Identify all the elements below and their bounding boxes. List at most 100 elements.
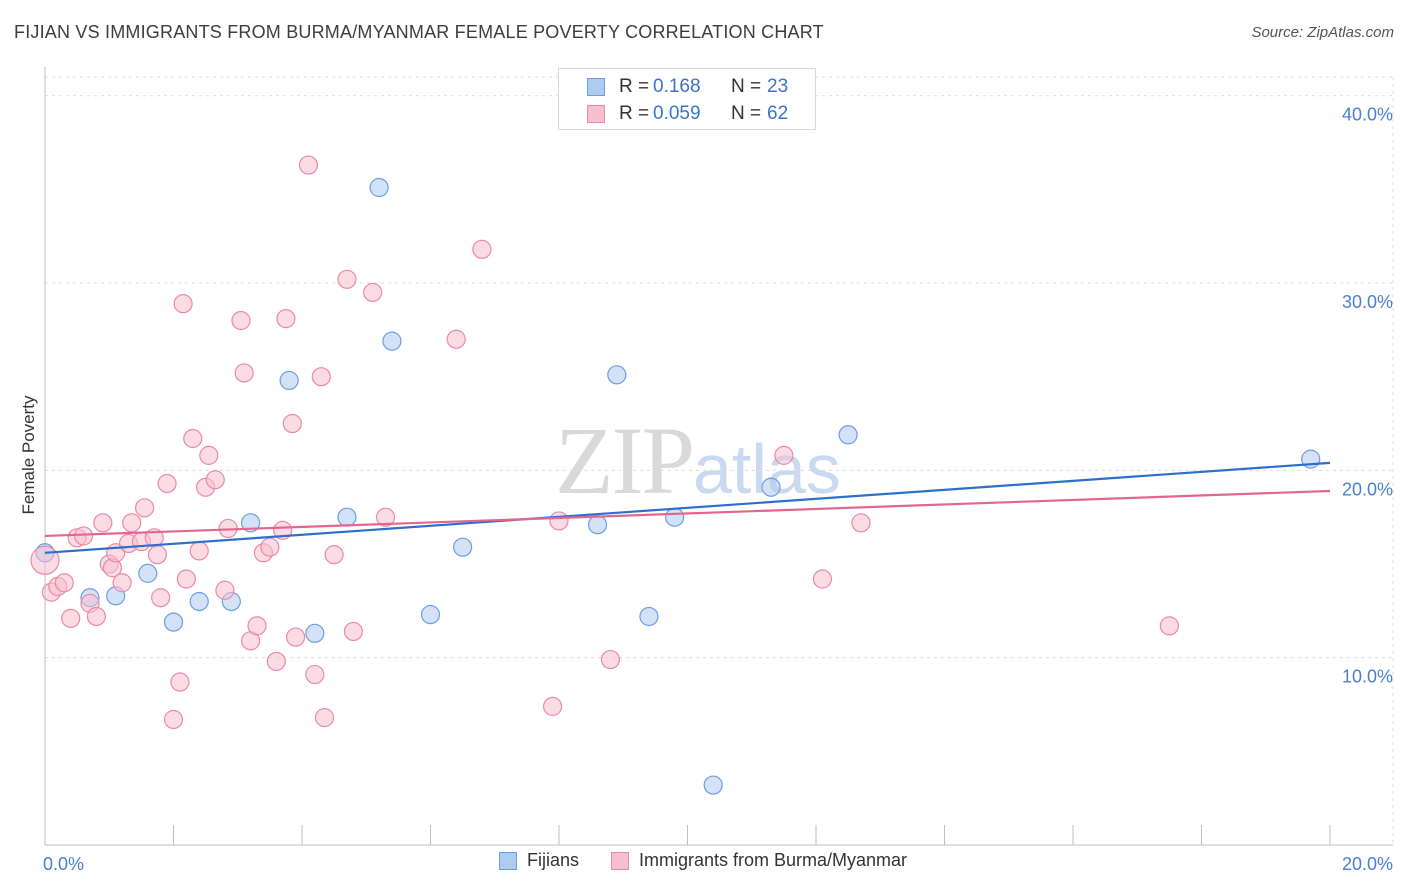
legend-n-label: N = bbox=[731, 76, 762, 97]
point-fijians bbox=[607, 365, 627, 385]
point-fijians bbox=[138, 563, 158, 583]
point-burma bbox=[774, 445, 794, 465]
point-fijians bbox=[639, 606, 659, 627]
point-fijians bbox=[337, 507, 357, 527]
point-fijians bbox=[163, 612, 184, 632]
point-burma bbox=[147, 545, 168, 565]
axis-layer bbox=[44, 67, 1393, 846]
point-fijians bbox=[453, 537, 473, 557]
point-fijians bbox=[189, 591, 209, 612]
point-burma bbox=[311, 367, 331, 387]
point-burma bbox=[183, 428, 203, 449]
y-tick-label: 40.0% bbox=[1342, 105, 1393, 125]
point-burma bbox=[324, 545, 344, 565]
watermark: ZIPatlas bbox=[555, 405, 841, 516]
point-burma bbox=[163, 709, 184, 730]
point-burma bbox=[234, 363, 254, 383]
point-burma bbox=[375, 507, 396, 527]
point-burma bbox=[298, 155, 319, 175]
y-tick-label: 30.0% bbox=[1342, 292, 1393, 312]
point-fijians bbox=[279, 370, 299, 391]
point-burma bbox=[231, 310, 251, 331]
trendline-fijians bbox=[44, 461, 1331, 554]
source-label: Source: ZipAtlas.com bbox=[1251, 24, 1394, 41]
point-burma bbox=[600, 649, 621, 670]
point-burma bbox=[199, 445, 219, 465]
legend-row-fijians: R = 0.168 N = 23 bbox=[587, 74, 788, 100]
series-swatch-burma bbox=[610, 851, 629, 870]
y-axis-title: Female Poverty bbox=[19, 395, 38, 515]
point-burma bbox=[122, 513, 142, 533]
series-swatch-fijians bbox=[498, 851, 517, 870]
y-tick-label: 10.0% bbox=[1342, 667, 1393, 687]
point-burma bbox=[446, 329, 466, 349]
grid-layer bbox=[45, 76, 1394, 845]
series-legend: Fijians Immigrants from Burma/Myanmar bbox=[0, 850, 1406, 871]
point-burma bbox=[812, 569, 833, 589]
point-fijians bbox=[369, 177, 389, 198]
point-burma bbox=[189, 541, 209, 561]
point-burma bbox=[157, 473, 177, 494]
legend-r-value: 0.059 bbox=[653, 103, 701, 124]
series-legend-burma[interactable]: Immigrants from Burma/Myanmar bbox=[610, 850, 908, 871]
point-fijians bbox=[382, 331, 402, 351]
chart-title: FIJIAN VS IMMIGRANTS FROM BURMA/MYANMAR … bbox=[14, 22, 824, 42]
series-legend-fijians[interactable]: Fijians bbox=[498, 850, 579, 871]
point-burma bbox=[851, 513, 871, 533]
point-burma bbox=[305, 664, 325, 685]
point-burma bbox=[176, 569, 196, 589]
point-burma bbox=[282, 413, 302, 434]
point-burma bbox=[93, 513, 113, 533]
point-burma bbox=[134, 498, 155, 518]
point-burma bbox=[112, 573, 132, 593]
legend-r-label: R = bbox=[619, 103, 650, 124]
legend-n-value: 23 bbox=[767, 76, 789, 97]
point-burma bbox=[472, 239, 492, 259]
legend-n-label: N = bbox=[731, 103, 762, 124]
point-burma bbox=[343, 621, 363, 642]
label-layer: 10.0% 20.0% 30.0% 40.0% 0.0% 20.0% Female Pove… bbox=[19, 105, 1393, 874]
point-burma bbox=[260, 537, 280, 557]
series-label-burma: Immigrants from Burma/Myanmar bbox=[638, 850, 908, 870]
point-burma bbox=[549, 511, 569, 531]
point-burma bbox=[215, 580, 235, 600]
point-burma bbox=[61, 608, 81, 628]
legend-row-burma: R = 0.059 N = 62 bbox=[587, 101, 788, 127]
point-burma bbox=[247, 616, 267, 636]
point-fijians bbox=[420, 604, 441, 625]
point-burma bbox=[151, 588, 171, 608]
point-fijians bbox=[587, 515, 608, 535]
legend-r-label: R = bbox=[619, 76, 650, 97]
point-fijians bbox=[665, 507, 685, 527]
point-burma bbox=[276, 309, 296, 329]
point-burma bbox=[170, 672, 190, 692]
point-burma bbox=[54, 573, 74, 593]
series-label-fijians: Fijians bbox=[526, 850, 579, 870]
points-layer bbox=[30, 155, 1321, 795]
y-tick-label: 20.0% bbox=[1342, 479, 1393, 499]
correlation-legend: R = 0.168 N = 23 R = 0.059 N = 62 bbox=[558, 68, 816, 130]
point-burma bbox=[1159, 616, 1179, 636]
legend-swatch-fijians bbox=[587, 78, 605, 96]
legend-r-value: 0.168 bbox=[653, 76, 701, 97]
point-burma bbox=[73, 526, 94, 546]
point-burma bbox=[337, 269, 357, 289]
point-fijians bbox=[305, 623, 325, 643]
point-fijians bbox=[241, 513, 261, 533]
point-burma bbox=[363, 282, 383, 303]
x-tick-label: 20.0% bbox=[1342, 854, 1393, 874]
point-fijians bbox=[703, 775, 723, 795]
point-burma bbox=[542, 696, 563, 716]
point-burma bbox=[314, 708, 335, 728]
trend-layer bbox=[44, 461, 1331, 554]
point-fijians bbox=[838, 425, 858, 445]
point-fijians bbox=[761, 477, 781, 497]
legend-n-value: 62 bbox=[767, 103, 789, 124]
point-burma bbox=[173, 294, 193, 314]
point-burma bbox=[266, 651, 286, 672]
trendline-burma bbox=[44, 489, 1331, 538]
point-burma bbox=[86, 606, 107, 627]
point-burma bbox=[285, 627, 306, 647]
point-burma bbox=[205, 470, 225, 490]
